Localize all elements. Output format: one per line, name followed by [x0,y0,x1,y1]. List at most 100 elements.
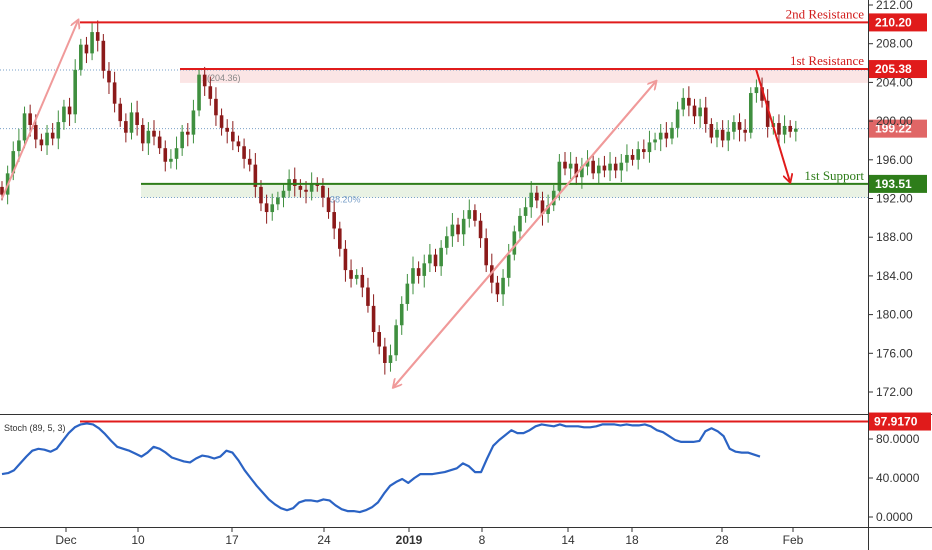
level-price-badge [869,13,927,32]
candle-body [309,183,314,192]
candle-body [22,113,27,141]
price-tick-label: 184.00 [876,269,913,283]
candle-body [681,97,686,110]
candle-body [687,97,691,106]
candle-body [253,164,258,187]
candle-body [703,107,708,125]
candle-body [67,106,72,115]
candle-body [636,149,640,160]
candle-body [140,124,145,144]
resistance-zone [180,69,868,83]
candle-body [50,132,55,139]
candle-body [760,87,764,101]
fib-top-label: 1(204.36) [202,73,241,83]
candle-body [118,103,123,122]
price-tick-label: 180.00 [876,308,913,322]
candle-body [225,127,229,132]
candle-body [298,185,303,190]
candle-body [748,93,753,133]
candle-body [602,165,607,171]
candle-body [371,305,376,333]
candle-body [433,254,438,267]
candle-body [664,132,669,139]
candle-body [90,32,94,54]
candle-body [613,163,618,171]
candle-body [84,44,89,54]
time-tick-label: 8 [479,533,486,547]
price-tick-label: 172.00 [876,385,913,399]
candle-body [754,87,759,94]
candle-body [377,332,382,347]
projected-drop-arrow [755,68,790,182]
candle-body [191,110,196,135]
candle-body [152,130,156,137]
stoch-tick-label: 40.0000 [876,471,920,485]
level-price-badge-text: 205.38 [875,62,912,76]
candle-body [28,113,32,125]
stochastic-panel[interactable]: 97.9170 [1,412,931,514]
candle-body [124,121,128,133]
candle-body [698,107,702,117]
price-tick-label: 196.00 [876,153,913,167]
candle-body [726,131,731,141]
candle-body [709,124,714,138]
candle-body [411,268,415,284]
candlestick-series [0,20,798,375]
candle-body [518,215,522,232]
candle-body [394,325,398,356]
candle-body [11,151,16,174]
candle-body [467,210,472,219]
price-axis[interactable]: 212.00 208.00 204.00 200.00 196.00 192.00 188.… [868,0,913,399]
time-tick-label: Feb [783,533,804,547]
candle-body [456,224,460,235]
candle-body [439,247,443,267]
candle-body [478,220,483,239]
candle-body [580,166,584,178]
candle-body [574,163,579,178]
time-tick-label: 28 [715,533,729,547]
candle-body [270,204,275,213]
candle-body [79,44,83,70]
candle-body [625,154,629,163]
candle-body [737,122,742,130]
candle-body [56,122,61,139]
stoch-axis[interactable]: 80.0000 40.0000 0.0000 [868,432,920,524]
level-price-badge [869,174,927,193]
level-lines [80,21,868,185]
current-price-badge [869,119,927,138]
candle-body [512,231,517,255]
candle-body [231,131,235,142]
candle-body [180,131,184,149]
time-axis[interactable]: Dec 10 17 24 2019 8 14 18 28 Feb [55,527,804,547]
price-tick-label: 200.00 [876,114,913,128]
time-tick-label: 14 [561,533,575,547]
price-tick-label: 188.00 [876,230,913,244]
candle-body [596,165,601,174]
candle-body [214,98,218,116]
candle-body [540,200,545,214]
candle-body [157,136,162,149]
candle-body [73,69,77,115]
stoch-level-badge-text: 97.9170 [874,415,918,429]
candle-body [777,123,781,135]
level-labels: 2nd Resistance 210.20 1st Resistance 205.38… [786,6,927,193]
time-tick-label: 2019 [396,533,423,547]
candle-body [321,185,325,198]
stoch-title: Stoch (89, 5, 3) [4,423,66,433]
candle-body [146,130,151,144]
candle-body [506,254,511,278]
trend-arrows [1,20,790,387]
candle-body [388,355,393,363]
candle-body [416,268,421,276]
time-tick-label: Dec [55,533,76,547]
candle-body [169,158,173,162]
candle-body [360,274,365,288]
candle-body [535,192,539,201]
candle-body [675,109,680,128]
price-tick-label: 204.00 [876,75,913,89]
candle-body [608,163,612,171]
candle-body [399,303,404,326]
candle-body [585,160,590,167]
level-name: 1st Support [804,168,864,183]
